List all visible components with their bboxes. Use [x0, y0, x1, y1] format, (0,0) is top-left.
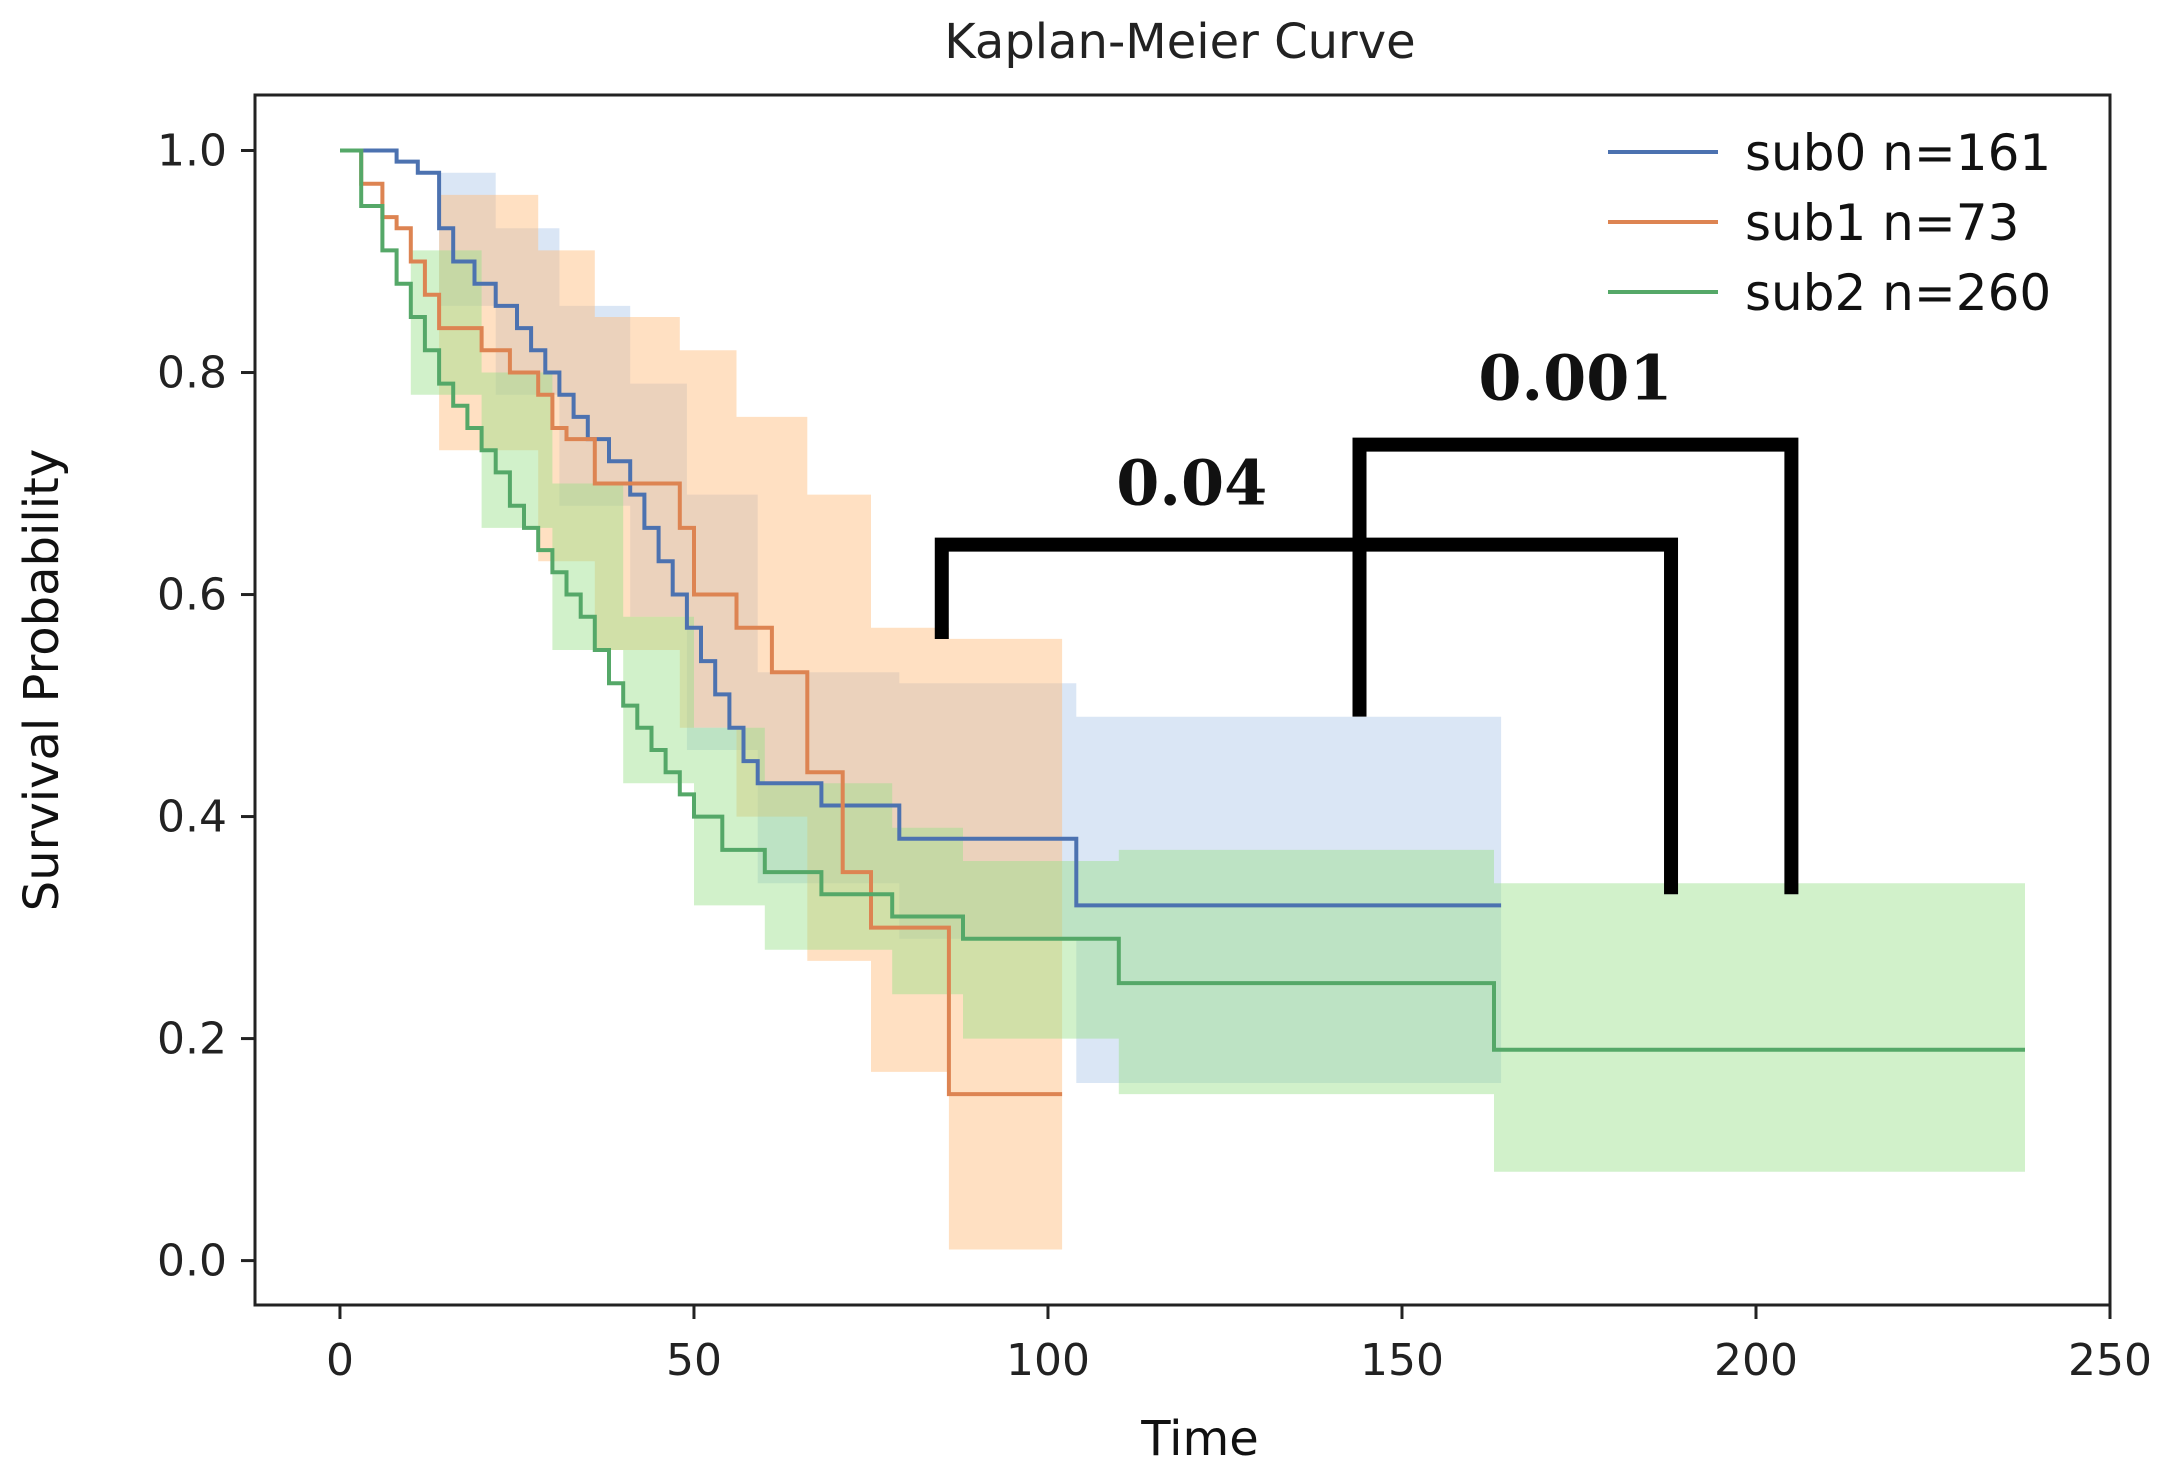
ci-band-sub0: [340, 150, 1502, 1083]
survival-line-sub1: [340, 148, 1063, 1097]
y-tick-label: 1.0: [157, 126, 227, 177]
x-tick-label: 200: [1714, 1335, 1798, 1386]
x-tick-label: 0: [326, 1335, 354, 1386]
pvalue-label-0: 0.04: [1116, 447, 1267, 520]
y-axis-ticks: 0.0 0.2 0.4 0.6 0.8 1.0: [157, 126, 255, 1287]
y-tick-label: 0.6: [157, 570, 227, 621]
pvalue-brackets: 0.04 0.001: [934, 342, 1799, 895]
x-axis-ticks: 0 50 100 150 200 250: [326, 1305, 2152, 1386]
x-tick-label: 100: [1006, 1335, 1090, 1386]
confidence-bands: [340, 150, 2025, 1250]
pvalue-label-1: 0.001: [1478, 342, 1672, 415]
x-tick-label: 150: [1360, 1335, 1444, 1386]
legend-label-sub2: sub2 n=260: [1745, 264, 2051, 322]
survival-curves: [340, 148, 2025, 1097]
x-tick-label: 50: [666, 1335, 722, 1386]
survival-line-sub2: [340, 148, 2025, 1052]
plot-frame: [253, 93, 2112, 1307]
pvalue-bracket-0: [934, 537, 1679, 895]
legend-label-sub0: sub0 n=161: [1745, 124, 2051, 182]
y-tick-label: 0.0: [157, 1236, 227, 1287]
pvalue-bracket-1: [1352, 437, 1799, 895]
ci-band-sub2: [340, 150, 2025, 1172]
ci-band-sub1: [340, 150, 1063, 1250]
x-axis-title: Time: [1140, 1411, 1258, 1467]
chart-title: Kaplan-Meier Curve: [944, 14, 1415, 70]
x-tick-label: 250: [2068, 1335, 2152, 1386]
legend: sub0 n=161 sub1 n=73 sub2 n=260: [1608, 124, 2051, 322]
y-tick-label: 0.8: [157, 348, 227, 399]
y-axis-title: Survival Probability: [14, 449, 70, 912]
y-tick-label: 0.4: [157, 792, 227, 843]
legend-label-sub1: sub1 n=73: [1745, 194, 2019, 252]
y-tick-label: 0.2: [157, 1014, 227, 1065]
survival-line-sub0: [340, 148, 1502, 908]
